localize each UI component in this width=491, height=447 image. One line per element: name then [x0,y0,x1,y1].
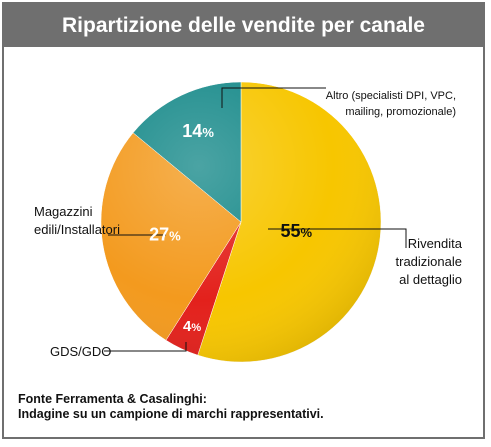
percent-labels: 55% 4% 27% 14% [149,121,312,335]
percent-label-altro-specialisti-dpi-vpc: 14% [182,121,214,141]
category-label-altro-specialisti-dpi-vpc: Altro (specialisti DPI, VPC, mailing, pro… [326,90,456,118]
percent-label-gds-gdo: 4% [183,318,201,335]
leader-lines [104,87,407,352]
chart-frame: Ripartizione delle vendite per canale [2,2,485,439]
leader-line-altro-specialisti-dpi-vpc [221,87,326,108]
source-note: Fonte Ferramenta & Casalinghi: Indagine … [18,392,324,422]
pie-shading [101,82,381,362]
category-label-magazzini: Magazzini edili/Installatori [34,204,120,237]
leader-line-rivendita [268,228,407,248]
percent-label-rivendita: 55% [281,221,313,241]
source-line-1: Fonte Ferramenta & Casalinghi: [18,392,207,406]
slice-labels: Rivendita tradizionale al dettaglio GDS/GDO… [34,90,463,359]
chart-title: Ripartizione delle vendite per canale [4,4,483,47]
leader-line-gds-gdo [104,342,187,352]
category-label-rivendita: Rivendita tradizionale al dettaglio [396,236,463,287]
category-label-gds-gdo: GDS/GDO [50,344,111,359]
source-line-2: Indagine su un campione di marchi rappre… [18,407,324,421]
percent-label-magazzini: 27% [149,224,181,244]
